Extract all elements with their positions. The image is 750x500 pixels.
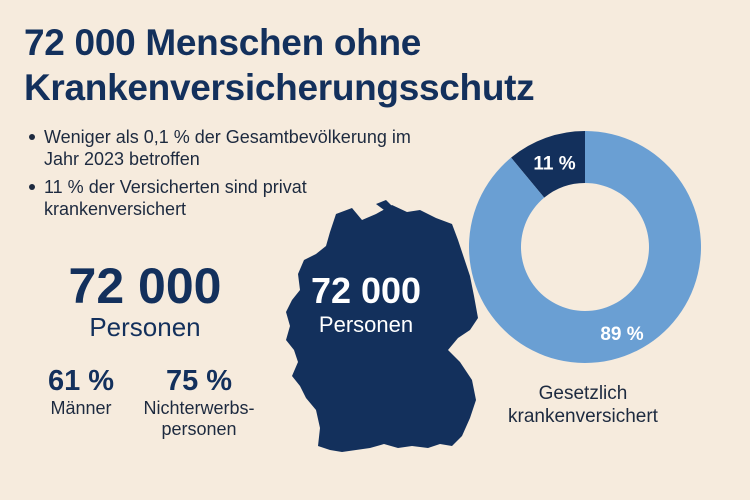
headline-line-2: Krankenversicherungsschutz: [24, 67, 535, 108]
donut-caption-line-1: Gesetzlich: [538, 383, 628, 404]
donut-slice-0: [511, 131, 585, 198]
donut-slice-1: [469, 131, 701, 363]
stat-nonworking: 75 % Nichterwerbs- personen: [134, 364, 264, 440]
summary-number: 72 000: [68, 258, 222, 314]
donut-label-0: 11 %: [533, 153, 575, 174]
donut-label-1: 89 %: [600, 324, 643, 345]
bullet-list: Weniger als 0,1 % der Gesamtbevölkerung …: [28, 126, 448, 226]
stat-men: 61 % Männer: [36, 364, 126, 419]
stat-nonworking-label-1: Nichterwerbs-: [143, 398, 255, 418]
map-unit: Personen: [318, 312, 414, 337]
donut-caption: Gesetzlich krankenversichert: [478, 382, 688, 428]
stat-nonworking-label-2: personen: [161, 419, 237, 439]
germany-map-island: [376, 200, 392, 210]
stat-men-percent: 61 %: [47, 365, 115, 397]
germany-map-shape: [286, 205, 478, 452]
donut-caption-line-2: krankenversichert: [508, 406, 658, 427]
map-number: 72 000: [310, 270, 422, 311]
bullet-item-private: 11 % der Versicherten sind privat kranke…: [28, 176, 448, 220]
headline: 72 000 Menschen ohne Krankenversicherung…: [24, 20, 724, 110]
stat-men-label: Männer: [50, 398, 112, 418]
stat-nonworking-percent: 75 %: [165, 365, 233, 397]
headline-line-1: 72 000 Menschen ohne: [24, 22, 422, 63]
summary-unit: Personen: [89, 312, 201, 342]
bullet-item-population: Weniger als 0,1 % der Gesamtbevölkerung …: [28, 126, 448, 170]
